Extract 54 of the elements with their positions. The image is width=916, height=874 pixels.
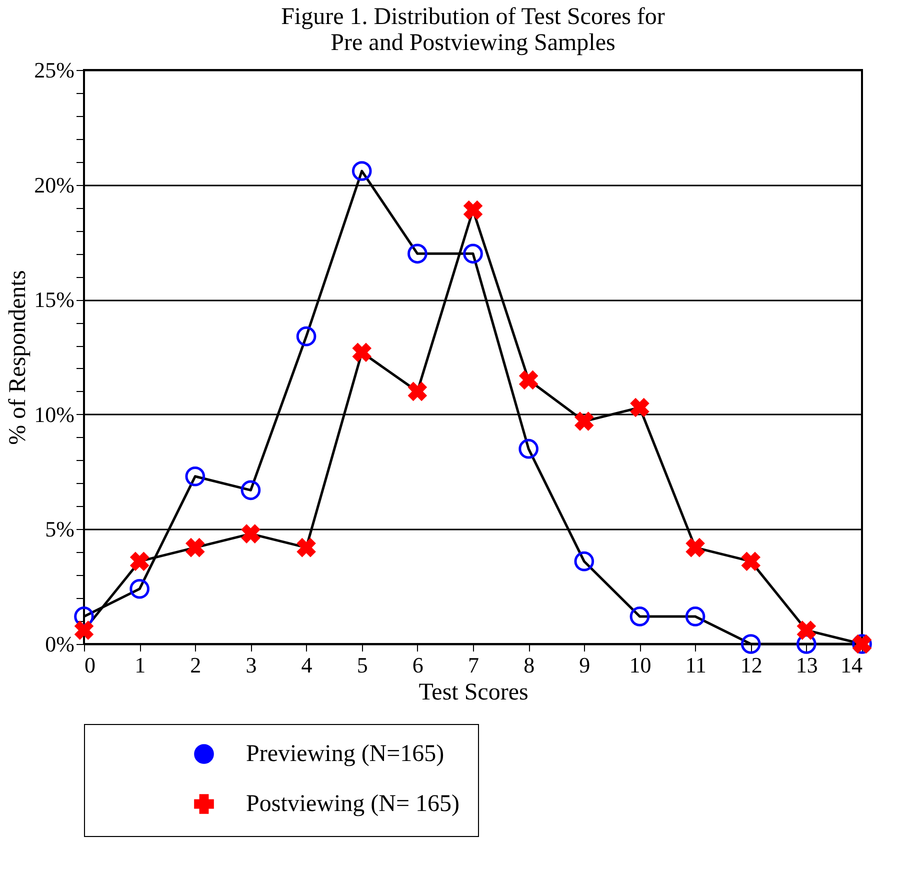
point	[796, 634, 816, 654]
point	[685, 606, 706, 626]
x-tick-label: 6	[412, 652, 424, 678]
x-tick-label: 7	[468, 652, 479, 678]
point	[241, 524, 260, 544]
y-tick-label: 25%	[34, 58, 74, 82]
x-tick-label: 13	[796, 652, 818, 678]
x-tick-label: 12	[740, 652, 762, 678]
point	[408, 244, 428, 264]
x-tick-label: 1	[134, 652, 146, 678]
point	[185, 466, 206, 486]
y-tick-label: 5%	[45, 516, 74, 542]
x-tick-label: 2	[190, 652, 202, 678]
x-tick-label: 11	[685, 652, 706, 678]
point	[74, 606, 94, 626]
x-tick-label: 0	[84, 652, 96, 678]
point	[463, 244, 483, 264]
x-tick-label: 9	[579, 652, 590, 678]
point	[741, 552, 761, 571]
y-tick-label: 20%	[34, 172, 74, 198]
point	[630, 398, 650, 418]
x-tick-label: 14	[840, 652, 862, 678]
x-tick-label: 10	[629, 652, 652, 678]
point	[296, 326, 316, 346]
x-tick-label: 8	[524, 652, 535, 678]
y-axis-title: % of Respondents	[5, 270, 32, 445]
x-axis-title: Test Scores	[418, 680, 528, 706]
legend-label: Previewing (N=165)	[246, 741, 444, 767]
y-tick-label: 15%	[34, 287, 74, 312]
point	[796, 620, 816, 640]
x-tick-label: 5	[356, 652, 368, 678]
chart-title: Figure 1. Distribution of Test Scores for Pre and Postviewing Samples	[281, 4, 665, 56]
y-tick-label: 0%	[45, 632, 74, 656]
point	[296, 538, 316, 558]
point	[352, 342, 372, 362]
point	[130, 552, 150, 571]
point	[352, 161, 372, 181]
point	[630, 606, 650, 626]
point	[463, 200, 483, 220]
point	[518, 370, 538, 390]
x-tick-label: 3	[246, 652, 257, 678]
point	[240, 480, 261, 500]
point	[574, 551, 594, 572]
point	[686, 538, 705, 558]
point	[574, 412, 594, 431]
x-tick-label: 4	[301, 652, 312, 678]
point	[185, 538, 205, 558]
y-tick-label: 10%	[34, 402, 74, 427]
point	[130, 579, 150, 599]
point	[408, 382, 428, 402]
point	[740, 634, 761, 654]
point	[74, 620, 94, 640]
point	[518, 438, 538, 459]
legend-label: Postviewing (N= 165)	[246, 791, 460, 817]
